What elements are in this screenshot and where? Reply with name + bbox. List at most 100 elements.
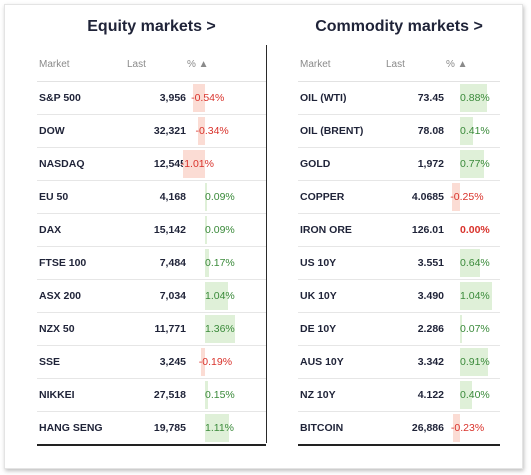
- table-row[interactable]: GOLD 1,972 0.77%: [298, 148, 500, 181]
- percent-change-cell: 0.64%: [442, 247, 500, 279]
- table-row[interactable]: SSE 3,245 -0.19%: [37, 346, 266, 379]
- equity-table-header: Market Last % ▲: [37, 57, 266, 82]
- table-row[interactable]: DE 10Y 2.286 0.07%: [298, 313, 500, 346]
- column-header-last[interactable]: Last: [127, 59, 146, 70]
- percent-change-bar: [193, 84, 205, 112]
- percent-change-value: 1.11%: [205, 422, 234, 434]
- last-price: 2.286: [417, 323, 444, 335]
- table-row[interactable]: BITCOIN 26,886 -0.23%: [298, 412, 500, 446]
- equity-markets-link[interactable]: Equity markets >: [87, 18, 216, 35]
- market-name: IRON ORE: [300, 224, 352, 236]
- percent-change-bar: [205, 414, 230, 442]
- percent-change-value: 0.09%: [205, 224, 235, 236]
- percent-change-value: 1.36%: [205, 323, 235, 335]
- table-row[interactable]: COPPER 4.0685 -0.25%: [298, 181, 500, 214]
- percent-change-value: 0.64%: [460, 257, 490, 269]
- last-price: 3.490: [417, 290, 444, 302]
- percent-change-value: 1.04%: [460, 290, 490, 302]
- percent-change-cell: 0.15%: [179, 379, 265, 411]
- percent-change-value: 0.17%: [205, 257, 235, 269]
- last-price: 3.342: [417, 356, 444, 368]
- percent-change-bar: [460, 117, 473, 145]
- last-price: 4.122: [417, 389, 444, 401]
- percent-change-cell: -0.34%: [179, 115, 265, 147]
- percent-change-bar: [205, 315, 235, 343]
- percent-change-value: -0.23%: [450, 422, 485, 434]
- table-row[interactable]: ASX 200 7,034 1.04%: [37, 280, 266, 313]
- last-price: 11,771: [154, 323, 186, 335]
- percent-change-cell: 0.09%: [179, 214, 265, 246]
- table-row[interactable]: FTSE 100 7,484 0.17%: [37, 247, 266, 280]
- percent-change-cell: 0.17%: [179, 247, 265, 279]
- column-header-percent-sort[interactable]: % ▲: [446, 59, 468, 70]
- percent-change-value: 0.15%: [205, 389, 235, 401]
- table-row[interactable]: S&P 500 3,956 -0.54%: [37, 82, 266, 115]
- table-row[interactable]: OIL (BRENT) 78.08 0.41%: [298, 115, 500, 148]
- percent-change-value: -1.01%: [180, 158, 214, 170]
- percent-change-cell: 0.77%: [442, 148, 500, 180]
- percent-change-value: -0.34%: [195, 125, 229, 137]
- percent-change-bar: [197, 117, 205, 145]
- column-header-market[interactable]: Market: [39, 59, 70, 70]
- market-name: EU 50: [39, 191, 69, 203]
- percent-change-value: 1.04%: [205, 290, 235, 302]
- percent-change-cell: -1.01%: [179, 148, 265, 180]
- percent-change-bar: [200, 348, 205, 376]
- column-header-percent-sort[interactable]: % ▲: [187, 59, 209, 70]
- last-price: 1,972: [417, 158, 444, 170]
- market-name: S&P 500: [39, 92, 81, 104]
- table-row[interactable]: IRON ORE 126.01 0.00%: [298, 214, 500, 247]
- percent-change-bar: [460, 315, 463, 343]
- market-name: HANG SENG: [39, 422, 103, 434]
- last-price: 26,886: [411, 422, 444, 434]
- market-name: OIL (WTI): [300, 92, 347, 104]
- percent-change-value: 0.40%: [460, 389, 490, 401]
- percent-change-bar: [460, 249, 480, 277]
- percent-change-cell: 0.41%: [442, 115, 500, 147]
- table-row[interactable]: UK 10Y 3.490 1.04%: [298, 280, 500, 313]
- last-price: 126.01: [411, 224, 444, 236]
- column-header-last[interactable]: Last: [386, 59, 405, 70]
- commodity-table-body: OIL (WTI) 73.45 0.88% OIL (BRENT) 78.08 0.41%…: [298, 82, 500, 446]
- percent-change-bar: [460, 381, 473, 409]
- table-row[interactable]: NASDAQ 12,545 -1.01%: [37, 148, 266, 181]
- table-row[interactable]: NIKKEI 27,518 0.15%: [37, 379, 266, 412]
- table-row[interactable]: NZ 10Y 4.122 0.40%: [298, 379, 500, 412]
- table-row[interactable]: OIL (WTI) 73.45 0.88%: [298, 82, 500, 115]
- last-price: 27,518: [153, 389, 186, 401]
- table-row[interactable]: HANG SENG 19,785 1.11%: [37, 412, 266, 446]
- percent-change-bar: [205, 249, 209, 277]
- last-price: 32,321: [153, 125, 186, 137]
- percent-change-value: 0.00%: [460, 224, 490, 236]
- market-name: NASDAQ: [39, 158, 85, 170]
- column-header-market[interactable]: Market: [300, 59, 331, 70]
- percent-change-cell: 1.11%: [179, 412, 265, 444]
- percent-change-value: 0.09%: [205, 191, 235, 203]
- last-price: 7,034: [159, 290, 186, 302]
- table-row[interactable]: AUS 10Y 3.342 0.91%: [298, 346, 500, 379]
- percent-change-value: 0.41%: [460, 125, 490, 137]
- market-name: NIKKEI: [39, 389, 75, 401]
- percent-change-cell: -0.25%: [442, 181, 500, 213]
- table-row[interactable]: EU 50 4,168 0.09%: [37, 181, 266, 214]
- percent-change-cell: 1.04%: [442, 280, 500, 312]
- percent-change-value: -0.25%: [450, 191, 484, 203]
- percent-change-cell: -0.23%: [442, 412, 500, 444]
- table-row[interactable]: US 10Y 3.551 0.64%: [298, 247, 500, 280]
- market-name: BITCOIN: [300, 422, 344, 434]
- percent-change-value: -0.19%: [198, 356, 233, 368]
- percent-change-cell: 0.09%: [179, 181, 265, 213]
- percent-change-bar: [205, 183, 207, 211]
- table-row[interactable]: NZX 50 11,771 1.36%: [37, 313, 266, 346]
- percent-change-value: -0.54%: [191, 92, 225, 104]
- table-row[interactable]: DOW 32,321 -0.34%: [37, 115, 266, 148]
- market-name: US 10Y: [300, 257, 337, 269]
- market-name: COPPER: [300, 191, 345, 203]
- table-row[interactable]: DAX 15,142 0.09%: [37, 214, 266, 247]
- percent-change-bar: [460, 282, 492, 310]
- percent-change-cell: -0.19%: [179, 346, 265, 378]
- last-price: 3.551: [417, 257, 444, 269]
- percent-change-bar: [460, 348, 488, 376]
- commodity-markets-link[interactable]: Commodity markets >: [315, 18, 483, 35]
- last-price: 78.08: [417, 125, 444, 137]
